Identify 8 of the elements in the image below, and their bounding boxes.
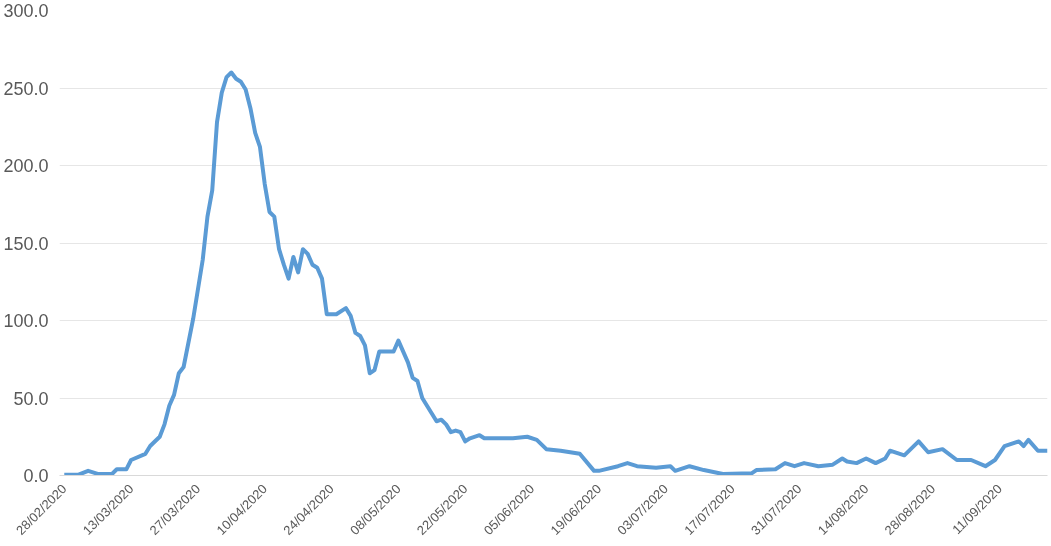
- line-series: [62, 70, 1048, 476]
- y-tick-label: 150.0: [3, 233, 49, 254]
- y-tick-label: 250.0: [3, 78, 49, 99]
- y-tick-label: 0.0: [23, 466, 49, 486]
- y-tick-label: 50.0: [13, 388, 49, 409]
- y-tick-label: 100.0: [3, 311, 49, 331]
- y-tick-label: 300.0: [3, 1, 49, 21]
- y-tick-label: 200.0: [3, 156, 49, 176]
